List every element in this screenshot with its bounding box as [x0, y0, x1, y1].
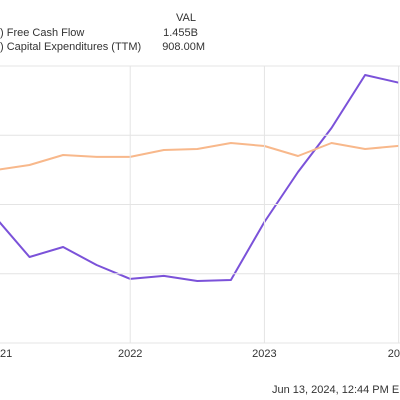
legend-header: VAL — [176, 12, 196, 24]
series-line — [0, 74, 399, 282]
x-tick-label: 20 — [388, 348, 400, 360]
x-tick-label: 2022 — [118, 348, 142, 360]
legend-value: 1.455B — [163, 27, 198, 39]
legend-value: 908.00M — [162, 41, 205, 53]
plot-area — [0, 74, 399, 282]
legend-label: ) Capital Expenditures (TTM) — [0, 41, 141, 53]
series-line — [0, 142, 399, 171]
legend-label: ) Free Cash Flow — [0, 27, 84, 39]
x-tick-label: 2023 — [252, 348, 276, 360]
x-tick-label: 21 — [0, 348, 12, 360]
footer: Jun 13, 2024, 12:44 PM EDT Powe — [272, 384, 400, 396]
